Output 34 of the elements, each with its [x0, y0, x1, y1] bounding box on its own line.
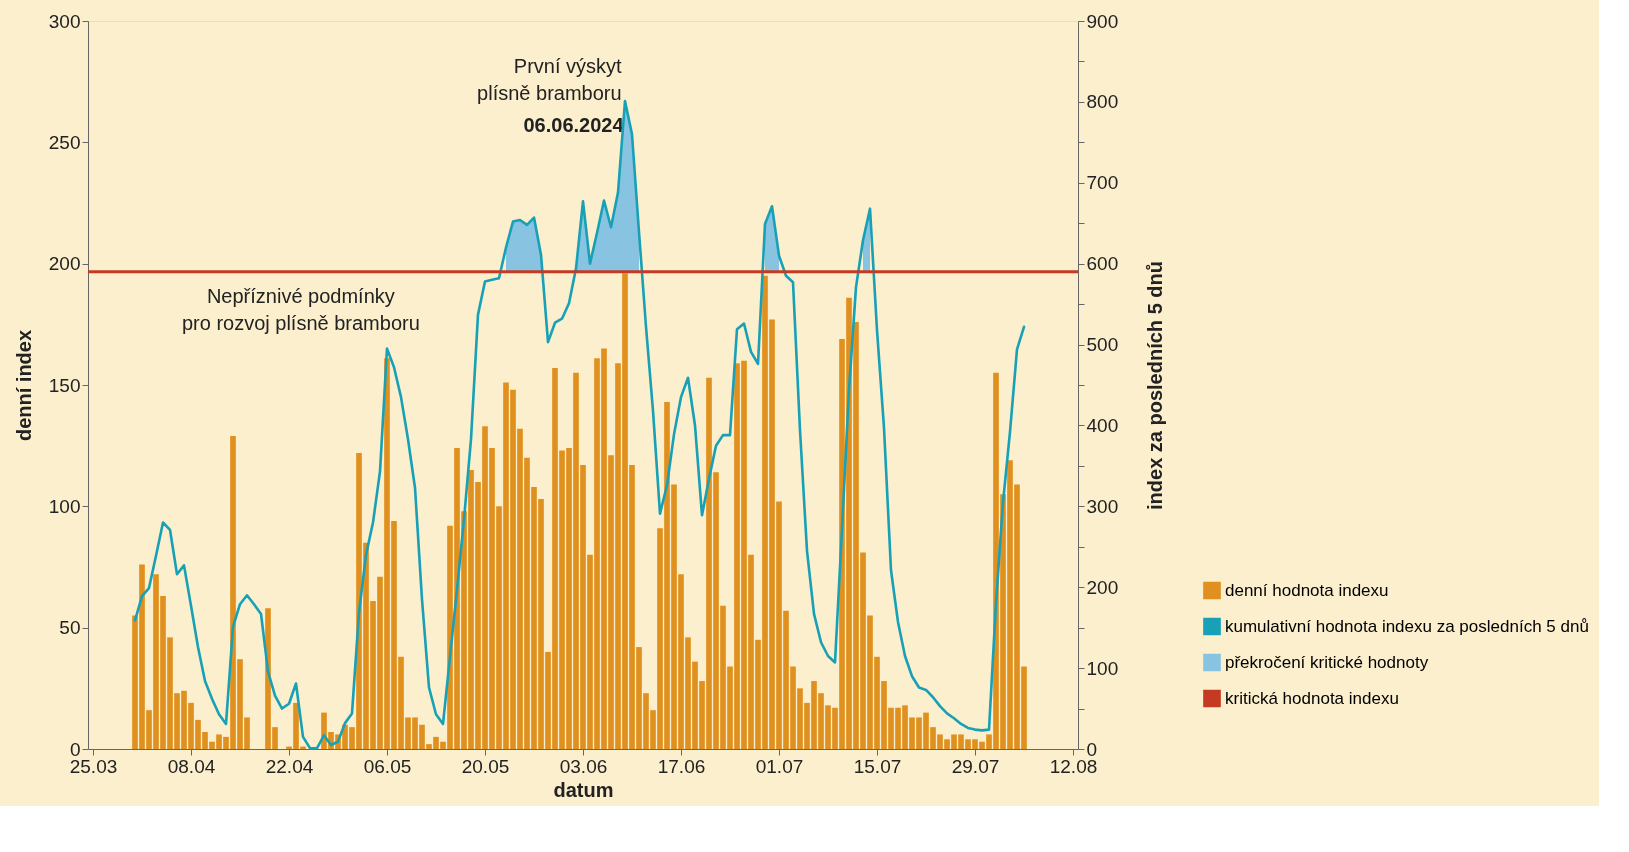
legend-label: kumulativní hodnota indexu za posledních 5 dnů	[1225, 616, 1589, 636]
y2-tick-label: 100	[1086, 657, 1119, 679]
y2-tick-label: 600	[1086, 253, 1119, 275]
x-tick-label: 29.07	[951, 755, 1000, 777]
annotation: 06.06.2024	[523, 114, 625, 137]
x-tick-label: 03.06	[559, 755, 608, 777]
y-tick-label: 250	[48, 131, 81, 153]
legend-label: překročení kritické hodnoty	[1225, 652, 1429, 672]
y2-tick-label: 400	[1086, 414, 1119, 436]
x-tick-label: 06.05	[363, 755, 412, 777]
x-axis-title: datum	[553, 778, 614, 801]
x-tick-label: 15.07	[853, 755, 902, 777]
x-tick-label: 17.06	[657, 755, 706, 777]
legend-label: denní hodnota indexu	[1225, 580, 1389, 600]
y-tick-label: 300	[48, 10, 81, 32]
y-tick-label: 200	[48, 253, 81, 275]
y-tick-label: 100	[48, 495, 81, 517]
x-tick-label: 08.04	[167, 755, 216, 777]
annotation: Nepříznivé podmínky pro rozvoj plísně bramboru	[181, 285, 420, 335]
y2-axis-title: index za posledních 5 dnů	[1144, 261, 1167, 510]
y2-tick-label: 300	[1086, 495, 1119, 517]
x-tick-label: 20.05	[461, 755, 510, 777]
y2-tick-label: 500	[1086, 334, 1119, 356]
x-tick-label: 01.07	[755, 755, 804, 777]
annotation: První výskyt plísně bramboru	[477, 55, 623, 105]
y2-tick-label: 700	[1086, 172, 1119, 194]
y-tick-label: 50	[59, 617, 81, 639]
y2-tick-label: 900	[1086, 10, 1119, 32]
y-axis-title: denní index	[12, 329, 35, 442]
y-tick-label: 150	[48, 374, 81, 396]
legend-label: kritická hodnota indexu	[1225, 688, 1399, 708]
y2-tick-label: 200	[1086, 576, 1119, 598]
y2-tick-label: 800	[1086, 91, 1119, 113]
x-tick-label: 22.04	[265, 755, 314, 777]
